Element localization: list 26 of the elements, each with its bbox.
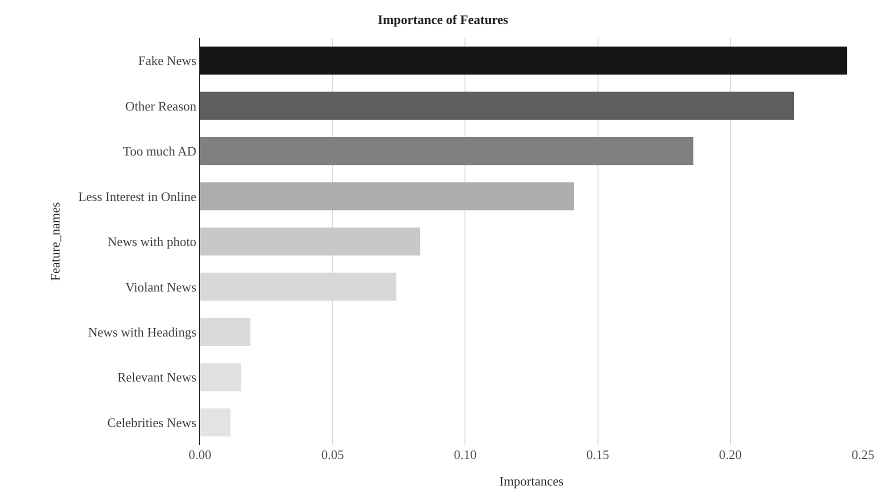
x-tick-label: 0.10 — [454, 447, 477, 462]
y-tick-label: Fake News — [138, 53, 196, 68]
y-tick-label: Celebrities News — [107, 414, 196, 430]
bar — [200, 137, 694, 166]
x-tick-label: 0.15 — [586, 447, 610, 462]
y-tick-label: Other Reason — [125, 98, 197, 114]
bar — [200, 92, 794, 120]
y-axis-title: Feature_names — [47, 202, 62, 281]
chart-title: Importance of Features — [378, 12, 508, 28]
bar — [200, 318, 250, 346]
bar — [200, 46, 848, 75]
y-tick-label: Violant News — [125, 279, 196, 294]
x-tick-label: 0.20 — [719, 447, 742, 462]
y-tick-label: News with Headings — [88, 324, 196, 340]
y-tick-label: Less Interest in Online — [78, 188, 197, 204]
x-tick-label: 0.05 — [321, 447, 344, 462]
bar — [200, 182, 574, 210]
bar — [200, 227, 420, 256]
bar — [200, 363, 242, 392]
x-tick-label: 0.00 — [188, 447, 212, 462]
x-axis-title: Importances — [499, 474, 564, 489]
y-tick-label: Relevant News — [117, 370, 196, 385]
y-tick-label: News with photo — [108, 234, 196, 250]
bar — [200, 408, 230, 436]
y-tick-label: Too much AD — [122, 144, 196, 159]
x-tick-label: 0.25 — [852, 447, 874, 462]
